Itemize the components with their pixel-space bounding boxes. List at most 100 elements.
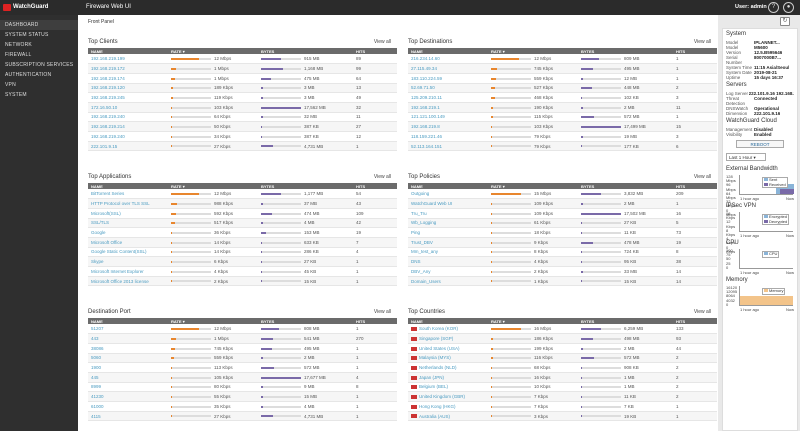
- table-row[interactable]: Australia (AUS) 3 Kbps 19 KB 1: [408, 411, 717, 422]
- view-all-link[interactable]: View all: [693, 174, 711, 180]
- row-name[interactable]: 118.159.221.46: [411, 133, 442, 139]
- table-row[interactable]: Skype 6 Kbps 27 KB 1: [88, 256, 397, 267]
- table-row[interactable]: 443 1 Mbps 541 MB 270: [88, 333, 397, 344]
- reboot-button[interactable]: REBOOT: [736, 140, 784, 148]
- view-all-link[interactable]: View all: [373, 174, 391, 180]
- user-icon[interactable]: ●: [783, 2, 794, 13]
- table-row[interactable]: Wb_Logging 61 Kbps 27 KB 5: [408, 218, 717, 229]
- row-name[interactable]: Microsoft Internet Explorer: [91, 268, 144, 274]
- table-row[interactable]: Google 36 Kbps 153 MB 19: [88, 227, 397, 238]
- table-row[interactable]: SSL/TLS 517 Kbps 4 MB 42: [88, 218, 397, 229]
- refresh-icon[interactable]: ↻: [780, 17, 790, 26]
- table-row[interactable]: South Korea (KOR) 16 Mbps 6,259 MB 133: [408, 324, 717, 335]
- col-rate[interactable]: RATE ▾: [488, 48, 578, 54]
- table-row[interactable]: Japan (JPN) 16 Kbps 1 MB 2: [408, 372, 717, 383]
- row-name[interactable]: 183.110.224.59: [411, 75, 442, 81]
- row-name[interactable]: 41230: [91, 394, 104, 400]
- table-row[interactable]: Microsoft Office 14 Kbps 633 KB 7: [88, 237, 397, 248]
- table-row[interactable]: 52.69.71.50 527 Kbps 448 MB 2: [408, 83, 717, 94]
- row-name[interactable]: United States (USA): [419, 345, 460, 351]
- time-range-select[interactable]: Last 1 Hour ▾: [726, 153, 766, 161]
- row-name[interactable]: Skype: [91, 259, 104, 265]
- table-row[interactable]: 125.209.210.11 468 Kbps 102 KB 3: [408, 92, 717, 103]
- row-name[interactable]: Ping: [411, 230, 421, 236]
- table-row[interactable]: 192.168.219.172 1 Mbps 1,168 MB 99: [88, 63, 397, 74]
- col-hits[interactable]: HITS: [673, 183, 717, 189]
- table-row[interactable]: 1900 113 Kbps 572 MB 1: [88, 362, 397, 373]
- row-name[interactable]: Netherlands (NLD): [419, 365, 457, 371]
- table-row[interactable]: Microsoft Internet Explorer 4 Kbps 45 KB…: [88, 266, 397, 277]
- col-hits[interactable]: HITS: [353, 318, 397, 324]
- row-name[interactable]: 192.168.219.245: [91, 95, 125, 101]
- row-name[interactable]: South Korea (KOR): [419, 326, 459, 332]
- row-name[interactable]: Hong Kong (HKG): [419, 403, 456, 409]
- table-row[interactable]: 192.168.219.199 12 Mbps 915 MB 89: [88, 54, 397, 65]
- col-bytes[interactable]: BYTES: [578, 318, 673, 324]
- table-row[interactable]: 216.234.14.60 12 Mbps 809 MB 1: [408, 54, 717, 65]
- table-row[interactable]: Malaysia (MYS) 116 Kbps 572 MB 2: [408, 353, 717, 364]
- col-bytes[interactable]: BYTES: [578, 183, 673, 189]
- col-name[interactable]: NAME: [408, 48, 488, 54]
- row-name[interactable]: Google Static Content(SSL): [91, 249, 147, 255]
- table-row[interactable]: Netherlands (NLD) 68 Kbps 908 KB 2: [408, 362, 717, 373]
- table-row[interactable]: 192.168.219.240 64 Kbps 32 MB 11: [88, 112, 397, 123]
- col-rate[interactable]: RATE ▾: [488, 183, 578, 189]
- table-row[interactable]: United Kingdom (GBR) 7 Kbps 11 KB 2: [408, 391, 717, 402]
- col-bytes[interactable]: BYTES: [258, 183, 353, 189]
- row-name[interactable]: 192.168.219.1: [411, 104, 440, 110]
- row-name[interactable]: Google: [91, 230, 106, 236]
- row-name[interactable]: Trust_DBV: [411, 239, 433, 245]
- table-row[interactable]: 27.115.49.34 745 Kbps 495 MB 1: [408, 63, 717, 74]
- row-name[interactable]: 5060: [91, 355, 102, 361]
- row-name[interactable]: 216.234.14.60: [411, 56, 440, 62]
- row-name[interactable]: 4115: [91, 413, 101, 419]
- sidebar-item-authentication[interactable]: AUTHENTICATION: [5, 72, 52, 78]
- row-name[interactable]: WatchGuard Web UI: [411, 201, 453, 207]
- view-all-link[interactable]: View all: [693, 39, 711, 45]
- view-all-link[interactable]: View all: [373, 39, 391, 45]
- sidebar-item-system[interactable]: SYSTEM: [5, 92, 27, 98]
- row-name[interactable]: Japan (JPN): [419, 374, 445, 380]
- sidebar-item-system-status[interactable]: SYSTEM STATUS: [5, 32, 49, 38]
- col-rate[interactable]: RATE ▾: [168, 48, 258, 54]
- row-name[interactable]: 443: [91, 336, 99, 342]
- col-bytes[interactable]: BYTES: [258, 48, 353, 54]
- row-name[interactable]: 192.168.219.240: [91, 133, 125, 139]
- row-name[interactable]: 192.168.219.214: [91, 124, 125, 130]
- row-name[interactable]: Belgium (BEL): [419, 384, 449, 390]
- table-row[interactable]: 192.168.219.8 103 Kbps 17,499 MB 15: [408, 121, 717, 132]
- table-row[interactable]: Tru_Tru 109 Kbps 17,502 MB 16: [408, 208, 717, 219]
- table-row[interactable]: 4115 27 Kbps 4,731 MB 1: [88, 411, 397, 422]
- row-name[interactable]: 8999: [91, 384, 102, 390]
- row-name[interactable]: HTTP Protocol over TLS SSL: [91, 201, 150, 207]
- table-row[interactable]: 51207 12 Mbps 808 MB 1: [88, 324, 397, 335]
- col-rate[interactable]: RATE ▾: [488, 318, 578, 324]
- table-row[interactable]: 41230 55 Kbps 15 MB 1: [88, 391, 397, 402]
- row-name[interactable]: 125.209.210.11: [411, 95, 442, 101]
- row-name[interactable]: Outgoing: [411, 191, 430, 197]
- table-row[interactable]: 192.168.219.240 34 Kbps 387 KB 12: [88, 131, 397, 142]
- table-row[interactable]: Microsoft(SSL) 592 Kbps 474 MB 109: [88, 208, 397, 219]
- table-row[interactable]: 38086 745 Kbps 495 MB 1: [88, 343, 397, 354]
- table-row[interactable]: Hong Kong (HKG) 7 Kbps 7 KB 1: [408, 401, 717, 412]
- table-row[interactable]: 52.113.164.151 79 Kbps 177 KB 6: [408, 141, 717, 152]
- table-row[interactable]: 192.168.219.1 190 Kbps 2 MB 11: [408, 102, 717, 113]
- row-name[interactable]: 52.69.71.50: [411, 85, 435, 91]
- table-row[interactable]: Belgium (BEL) 10 Kbps 1 MB 2: [408, 382, 717, 393]
- row-name[interactable]: 192.168.219.240: [91, 114, 125, 120]
- view-all-link[interactable]: View all: [373, 309, 391, 315]
- table-row[interactable]: 222.101.9.15 27 Kbps 4,731 MB 1: [88, 141, 397, 152]
- table-row[interactable]: 118.159.221.46 79 Kbps 19 MB 3: [408, 131, 717, 142]
- col-name[interactable]: NAME: [88, 183, 168, 189]
- user-label[interactable]: User: admin: [735, 4, 767, 10]
- sidebar-item-network[interactable]: NETWORK: [5, 42, 32, 48]
- row-name[interactable]: 192.168.219.199: [91, 56, 125, 62]
- table-row[interactable]: Mm_test_any 8 Kbps 724 KB 8: [408, 247, 717, 258]
- table-row[interactable]: 183.110.224.59 559 Kbps 12 MB 1: [408, 73, 717, 84]
- table-row[interactable]: 61000 35 Kbps 4 MB 1: [88, 401, 397, 412]
- row-name[interactable]: 192.168.219.172: [91, 66, 125, 72]
- col-bytes[interactable]: BYTES: [578, 48, 673, 54]
- sidebar-item-dashboard[interactable]: DASHBOARD: [0, 20, 78, 30]
- row-name[interactable]: 445: [91, 374, 99, 380]
- row-name[interactable]: 121.121.100.149: [411, 114, 445, 120]
